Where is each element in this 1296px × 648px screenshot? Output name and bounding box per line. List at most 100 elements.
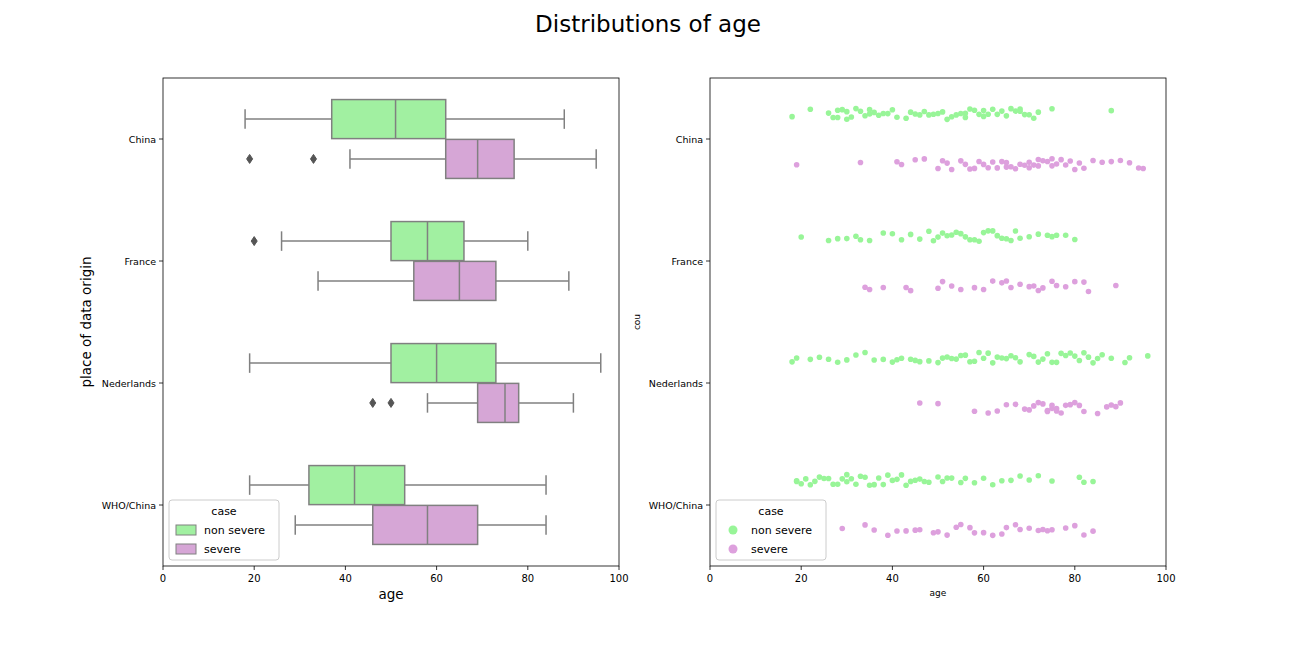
strip-point [890, 107, 896, 113]
strip-point [1008, 478, 1014, 484]
strip-point [935, 529, 941, 535]
strip-point [1036, 359, 1042, 365]
strip-point [1054, 283, 1060, 289]
background [0, 0, 1296, 648]
legend-box [169, 500, 279, 560]
box [309, 466, 405, 505]
outlier [388, 398, 394, 407]
strip-point [1081, 165, 1087, 171]
strip-point [1090, 479, 1096, 485]
strip-point [976, 350, 982, 356]
x-tick [527, 566, 528, 570]
whisker-cap-high [527, 231, 529, 251]
strip-point [935, 234, 941, 240]
strip-point [940, 479, 946, 485]
strip-point [935, 360, 941, 366]
box [332, 100, 446, 139]
y-axis-label: place of data origin [78, 256, 94, 387]
strip-point [1049, 403, 1055, 409]
strip-point [826, 110, 832, 116]
strip-point [972, 408, 978, 414]
strip-point [1045, 409, 1051, 415]
y-tick [159, 383, 163, 384]
strip-point [839, 526, 845, 532]
whisker-cap-low [317, 271, 319, 291]
legend-label: non severe [751, 524, 812, 537]
plot-area [245, 100, 601, 545]
y-tick-label: WHO/China [102, 500, 156, 511]
whisker-low [318, 280, 414, 282]
outlier [247, 154, 253, 163]
legend-box [716, 500, 826, 560]
strip-point [958, 158, 964, 164]
y-tick [706, 505, 710, 506]
strip-point [867, 238, 873, 244]
strip-point [885, 532, 891, 538]
strip-point [981, 530, 987, 536]
frame [710, 78, 1166, 566]
strip-point [999, 108, 1005, 114]
whisker-low [250, 362, 391, 364]
legend-swatch [176, 525, 196, 535]
strip-point [899, 237, 905, 243]
x-axis-label: age [930, 588, 947, 598]
x-tick [892, 566, 893, 570]
outlier [310, 154, 316, 163]
strip-point [976, 238, 982, 244]
strip-point [835, 236, 841, 242]
strip-point [1090, 360, 1096, 366]
strip-point [1086, 354, 1092, 360]
strip-point [826, 238, 832, 244]
whisker-cap-low [244, 109, 246, 129]
strip-point [985, 350, 991, 356]
strip-point [826, 356, 832, 362]
y-tick [159, 261, 163, 262]
outlier [251, 237, 257, 246]
x-tick-label: 40 [886, 573, 899, 584]
strip-point [853, 352, 859, 358]
strip-point [798, 234, 804, 240]
strip-point [958, 287, 964, 293]
axes: 020406080100ChinaFranceNederlandsWHO/Chi… [632, 78, 1176, 598]
strip-point [1013, 355, 1019, 361]
strip-point [862, 474, 868, 480]
whisker-low [245, 118, 332, 120]
strip-point [949, 167, 955, 173]
strip-point [1031, 403, 1037, 409]
strip-point [858, 237, 864, 243]
strip-point [990, 106, 996, 112]
median [427, 222, 429, 261]
strip-point [990, 533, 996, 539]
strip-point [949, 283, 955, 289]
strip-point [1013, 228, 1019, 234]
strip-point [1026, 525, 1032, 531]
strip-point [903, 482, 909, 488]
strip-point [958, 231, 964, 237]
strip-point [1081, 409, 1087, 415]
legend-swatch [729, 545, 738, 554]
strip-point [858, 160, 864, 166]
strip-point [1031, 116, 1037, 122]
strip-point [903, 528, 909, 534]
axes: 020406080100ChinaFranceNederlandsWHO/Chi… [78, 78, 629, 602]
strip-point [1040, 356, 1046, 362]
strip-point [958, 522, 964, 528]
whisker-cap-high [600, 353, 602, 373]
strip-point [1004, 113, 1010, 119]
strip-point [1036, 109, 1042, 115]
whisker-high [405, 484, 546, 486]
strip-point [1077, 358, 1083, 364]
strip-point [1026, 407, 1032, 413]
strip-point [1067, 158, 1073, 164]
strip-point [963, 115, 969, 121]
strip-point [880, 482, 886, 488]
y-tick [706, 261, 710, 262]
whisker-cap-low [294, 515, 296, 535]
x-tick-label: 60 [430, 573, 443, 584]
whisker-cap-low [427, 393, 429, 413]
strip-point [994, 165, 1000, 171]
x-tick [801, 566, 802, 570]
strip-point [1118, 400, 1124, 406]
x-tick-label: 60 [977, 573, 990, 584]
figure: Distributions of age020406080100ChinaFra… [0, 0, 1296, 648]
